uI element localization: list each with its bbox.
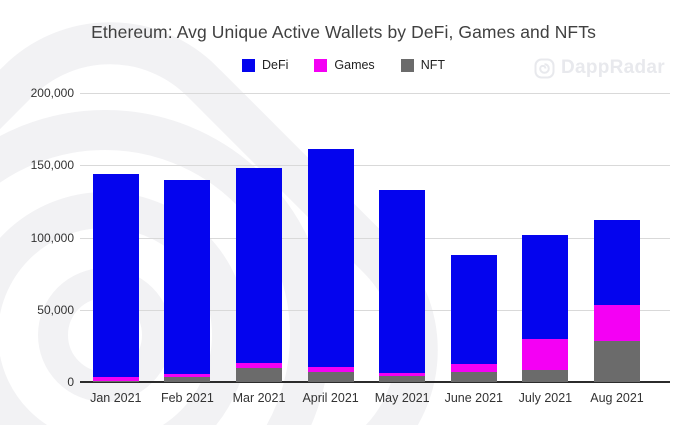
x-axis-tick-label: Jan 2021	[90, 391, 142, 405]
y-axis-tick-label: 100,000	[30, 230, 74, 245]
x-axis-tick-label: June 2021	[444, 391, 503, 405]
bar-july-2021-nft	[522, 369, 569, 382]
chart-legend: DeFi Games NFT	[0, 58, 687, 72]
bar-june-2021-defi	[450, 254, 497, 365]
bar-may-2021-games	[379, 372, 426, 376]
dappradar-brand-watermark: DappRadar	[534, 57, 665, 79]
bar-april-2021-games	[307, 367, 354, 372]
bar-aug-2021-defi	[594, 220, 640, 305]
x-axis-tick-label: April 2021	[302, 391, 359, 405]
legend-item-nft: NFT	[400, 58, 445, 72]
defi-swatch-icon	[241, 58, 255, 72]
dappradar-spiral-icon	[534, 58, 555, 78]
bar-aug-2021-games	[594, 304, 640, 341]
y-axis-tick-label: 150,000	[30, 158, 74, 173]
x-axis-tick-label: May 2021	[374, 391, 430, 405]
x-axis-baseline	[80, 381, 670, 383]
y-axis-tick-label: 200,000	[30, 86, 74, 100]
legend-label-nft: NFT	[420, 58, 445, 72]
games-swatch-icon	[314, 58, 328, 72]
gridline-200000	[80, 93, 670, 94]
bar-april-2021-nft	[307, 371, 354, 382]
bar-feb-2021-defi	[164, 179, 211, 374]
x-axis-tick-label: Feb 2021	[160, 391, 214, 405]
bar-jan-2021-nft	[92, 380, 139, 382]
bar-mar-2021-defi	[236, 168, 282, 364]
bar-may-2021-nft	[379, 375, 426, 382]
bar-jan-2021-defi	[92, 173, 139, 377]
legend-item-defi: DeFi	[241, 58, 289, 72]
legend-item-games: Games	[314, 58, 375, 72]
bar-feb-2021-nft	[164, 376, 211, 382]
y-axis-tick-label: 50,000	[37, 302, 74, 317]
legend-label-games: Games	[334, 58, 375, 72]
gridline-50000	[80, 309, 670, 311]
bar-july-2021-games	[522, 338, 569, 370]
bar-mar-2021-nft	[236, 368, 282, 382]
bar-jan-2021-games	[92, 376, 139, 381]
chart-title: Ethereum: Avg Unique Active Wallets by D…	[91, 22, 596, 42]
gridline-100000	[80, 237, 670, 239]
nft-swatch-icon	[400, 58, 414, 72]
x-axis-tick-label: Mar 2021	[232, 391, 286, 405]
bar-april-2021-defi	[307, 149, 354, 368]
brand-watermark-text: DappRadar	[560, 57, 665, 78]
bar-mar-2021-games	[236, 363, 282, 369]
bar-aug-2021-nft	[594, 340, 640, 382]
y-axis-tick-label: 0	[67, 375, 74, 389]
legend-label-defi: DeFi	[261, 58, 289, 72]
bar-june-2021-games	[450, 364, 497, 373]
gridline-150000	[80, 165, 670, 167]
x-axis-tick-label: July 2021	[518, 391, 573, 405]
bar-june-2021-nft	[450, 372, 497, 382]
x-axis-tick-label: Aug 2021	[590, 391, 644, 405]
bar-may-2021-defi	[379, 189, 426, 373]
bar-feb-2021-games	[164, 373, 211, 377]
bar-july-2021-defi	[522, 234, 569, 339]
